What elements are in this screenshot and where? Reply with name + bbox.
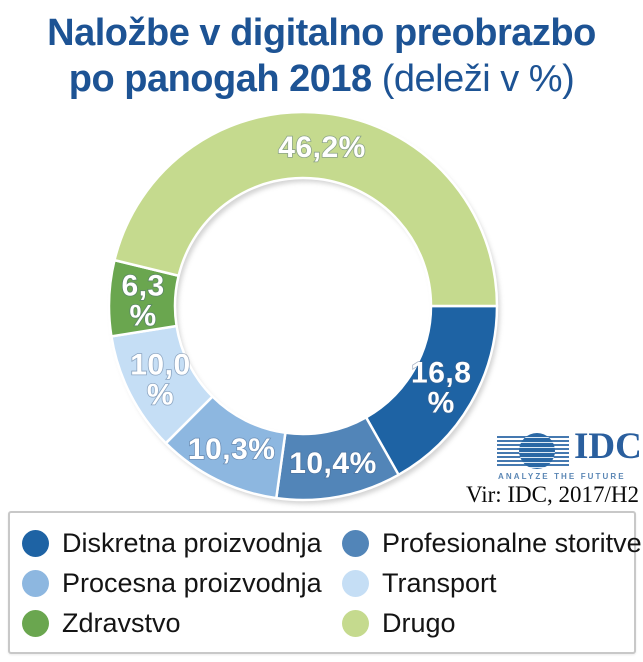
slice-value-label: 10,4% (289, 447, 377, 480)
legend-item: Profesionalne storitve (342, 523, 642, 563)
legend-item: Transport (342, 563, 642, 603)
chart-title-line2: po panogah 2018 (deleži v %) (0, 56, 643, 102)
legend-item-label: Procesna proizvodnja (62, 567, 322, 598)
slice-value-label: 10,3% (188, 433, 276, 466)
legend-item-label: Profesionalne storitve (382, 527, 642, 558)
legend-item: Drugo (342, 603, 642, 643)
pie-slice (113, 110, 499, 308)
legend-item: Procesna proizvodnja (22, 563, 342, 603)
legend-marker-icon (342, 569, 369, 597)
legend-item-label: Drugo (382, 607, 456, 638)
chart-title-line2-light: (deleži v %) (371, 58, 575, 101)
legend-item-label: Transport (382, 567, 497, 598)
idc-globe-icon (519, 433, 555, 469)
chart-title: Naložbe v digitalno preobrazbo po panoga… (0, 10, 643, 103)
legend-marker-icon (342, 529, 369, 557)
chart-title-line2-bold: po panogah 2018 (68, 58, 372, 101)
slice-value-label: 46,2% (278, 131, 366, 164)
legend-marker-icon (342, 609, 369, 637)
idc-wordmark: IDC (574, 426, 642, 467)
legend-grid: Diskretna proizvodnja Profesionalne stor… (10, 513, 642, 643)
chart-title-line1: Naložbe v digitalno preobrazbo (47, 12, 596, 54)
source-text: Vir: IDC, 2017/H2 (465, 482, 639, 507)
legend-marker-icon (22, 569, 49, 597)
slice-value-label: 16,8% (411, 357, 471, 420)
idc-tagline: ANALYZE THE FUTURE (498, 472, 626, 481)
legend-marker-icon (22, 529, 49, 557)
slice-value-label: 6,3% (122, 269, 165, 332)
legend-item: Zdravstvo (22, 603, 342, 643)
legend-item-label: Diskretna proizvodnja (62, 527, 322, 558)
legend-item: Diskretna proizvodnja (22, 523, 342, 563)
legend: Diskretna proizvodnja Profesionalne stor… (8, 511, 642, 654)
legend-item-label: Zdravstvo (62, 607, 181, 638)
slice-value-label: 10,0% (130, 349, 190, 412)
legend-marker-icon (22, 609, 49, 637)
